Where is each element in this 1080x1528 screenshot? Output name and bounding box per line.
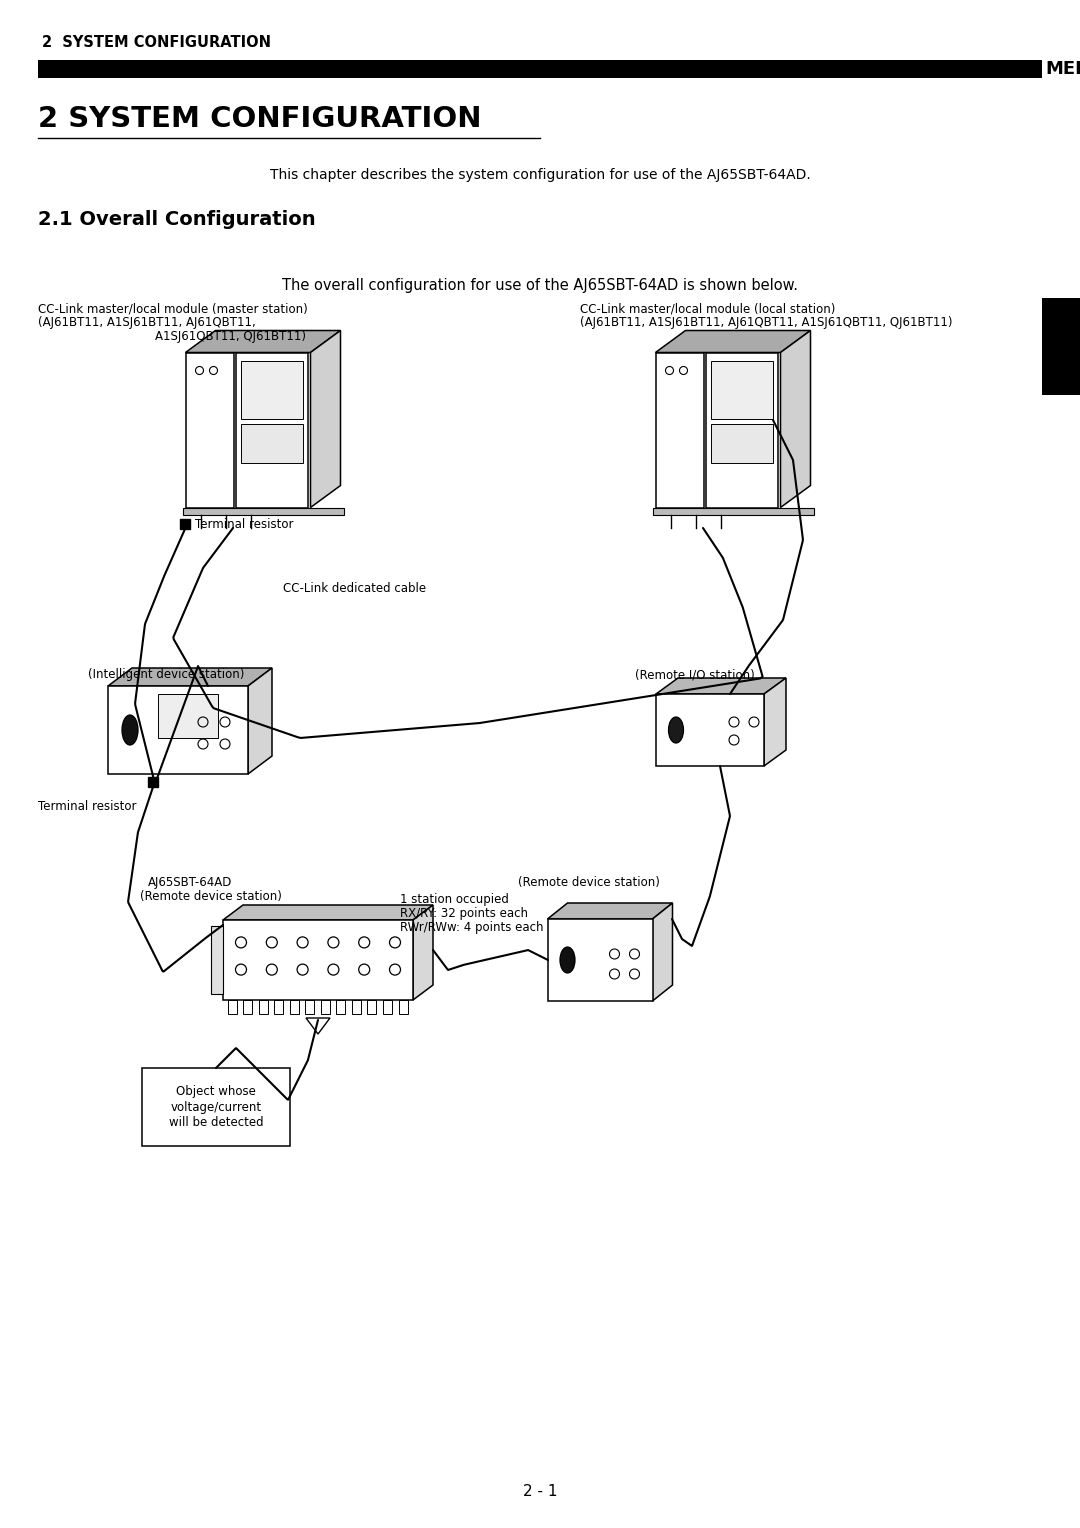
Polygon shape [38, 60, 1042, 78]
Polygon shape [141, 1068, 291, 1146]
Polygon shape [222, 920, 413, 999]
Ellipse shape [122, 715, 138, 746]
Polygon shape [1042, 298, 1080, 396]
Polygon shape [306, 999, 314, 1015]
Polygon shape [108, 668, 272, 686]
Polygon shape [306, 1018, 330, 1034]
Text: 2 SYSTEM CONFIGURATION: 2 SYSTEM CONFIGURATION [38, 105, 482, 133]
Text: This chapter describes the system configuration for use of the AJ65SBT-64AD.: This chapter describes the system config… [270, 168, 810, 182]
Text: Terminal resistor: Terminal resistor [38, 801, 136, 813]
Ellipse shape [561, 947, 575, 973]
Text: (Remote device station): (Remote device station) [518, 876, 660, 889]
Bar [711, 361, 772, 419]
Bar [211, 926, 222, 995]
Polygon shape [656, 678, 786, 694]
Polygon shape [222, 905, 433, 920]
Text: The overall configuration for use of the AJ65SBT-64AD is shown below.: The overall configuration for use of the… [282, 278, 798, 293]
Polygon shape [180, 520, 190, 529]
Text: Terminal resistor: Terminal resistor [195, 518, 294, 530]
Polygon shape [274, 999, 283, 1015]
Polygon shape [352, 999, 361, 1015]
Polygon shape [656, 353, 703, 507]
Text: 2 - 1: 2 - 1 [523, 1485, 557, 1499]
Polygon shape [399, 999, 407, 1015]
Text: 2.1 Overall Configuration: 2.1 Overall Configuration [38, 209, 315, 229]
Polygon shape [243, 999, 252, 1015]
Polygon shape [548, 918, 652, 1001]
Polygon shape [321, 999, 329, 1015]
Polygon shape [228, 999, 237, 1015]
Polygon shape [186, 330, 340, 353]
Polygon shape [652, 507, 813, 515]
Bar [241, 361, 302, 419]
Polygon shape [656, 330, 810, 353]
Text: AJ65SBT-64AD: AJ65SBT-64AD [148, 876, 232, 889]
Text: 1 station occupied: 1 station occupied [400, 892, 509, 906]
Text: (Remote I/O station): (Remote I/O station) [635, 668, 755, 681]
Text: CC-Link master/local module (local station): CC-Link master/local module (local stati… [580, 303, 835, 315]
Polygon shape [656, 694, 764, 766]
Bar [158, 694, 218, 738]
Polygon shape [248, 668, 272, 775]
Polygon shape [289, 999, 299, 1015]
Polygon shape [705, 353, 778, 507]
Text: 2  SYSTEM CONFIGURATION: 2 SYSTEM CONFIGURATION [42, 35, 271, 50]
Ellipse shape [669, 717, 684, 743]
Polygon shape [383, 999, 392, 1015]
Text: CC-Link master/local module (master station): CC-Link master/local module (master stat… [38, 303, 308, 315]
Polygon shape [311, 330, 340, 507]
Polygon shape [186, 353, 233, 507]
Polygon shape [764, 678, 786, 766]
Bar [241, 425, 302, 463]
Polygon shape [336, 999, 346, 1015]
Polygon shape [548, 903, 673, 918]
Text: RWr/RWw: 4 points each: RWr/RWw: 4 points each [400, 921, 543, 934]
Text: (Intelligent device station): (Intelligent device station) [87, 668, 244, 681]
Text: (AJ61BT11, A1SJ61BT11, AJ61QBT11,: (AJ61BT11, A1SJ61BT11, AJ61QBT11, [38, 316, 256, 329]
Polygon shape [108, 686, 248, 775]
Polygon shape [148, 778, 158, 787]
Polygon shape [235, 353, 308, 507]
Text: A1SJ61QBT11, QJ61BT11): A1SJ61QBT11, QJ61BT11) [156, 330, 306, 342]
Text: RX/RY: 32 points each: RX/RY: 32 points each [400, 908, 528, 920]
Text: CC-Link dedicated cable: CC-Link dedicated cable [283, 582, 427, 594]
Polygon shape [652, 903, 673, 1001]
Text: MELSEC-A: MELSEC-A [1045, 60, 1080, 78]
Polygon shape [183, 507, 343, 515]
Text: (Remote device station): (Remote device station) [140, 889, 282, 903]
Text: Object whose
voltage/current
will be detected: Object whose voltage/current will be det… [168, 1085, 264, 1129]
Polygon shape [413, 905, 433, 999]
Polygon shape [258, 999, 268, 1015]
Text: 2: 2 [1052, 335, 1069, 359]
Polygon shape [781, 330, 810, 507]
Bar [711, 425, 772, 463]
Polygon shape [367, 999, 377, 1015]
Text: (AJ61BT11, A1SJ61BT11, AJ61QBT11, A1SJ61QBT11, QJ61BT11): (AJ61BT11, A1SJ61BT11, AJ61QBT11, A1SJ61… [580, 316, 953, 329]
